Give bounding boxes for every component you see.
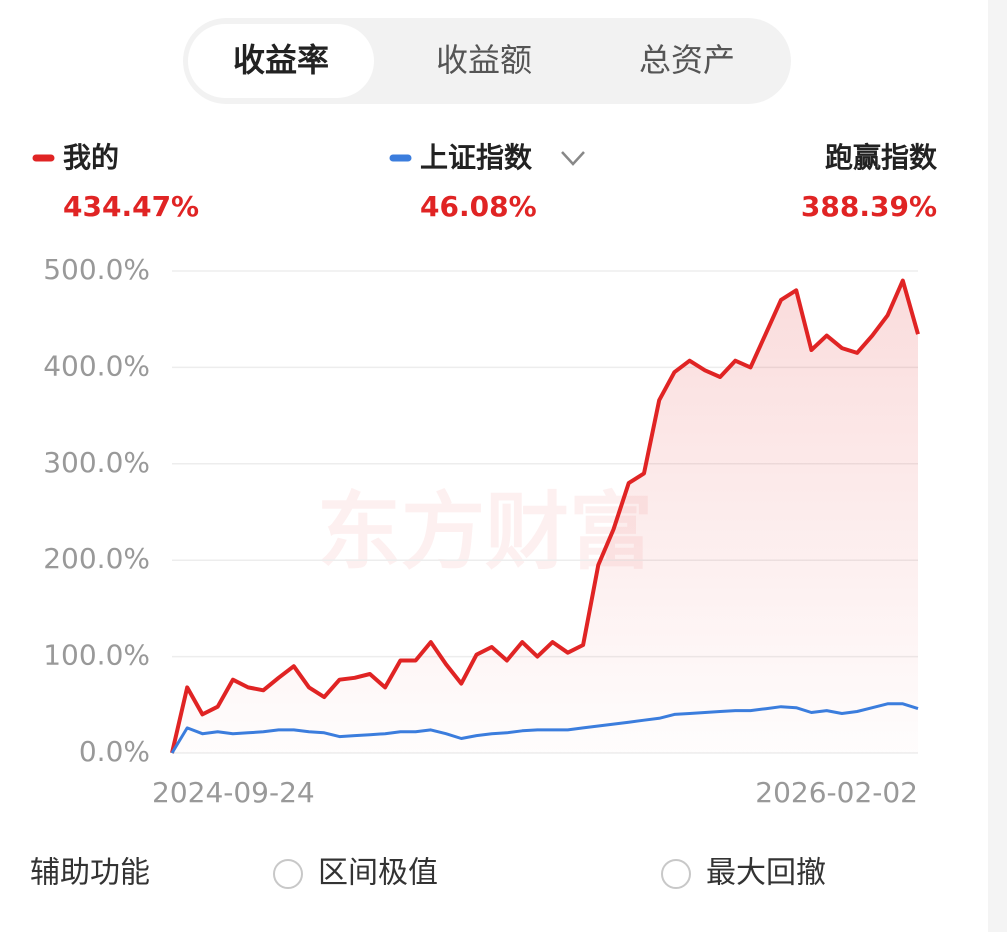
x-tick-label: 2024-09-24 — [152, 776, 315, 809]
y-tick-label: 500.0% — [43, 253, 150, 286]
legend-value: 434.47% — [63, 190, 199, 223]
side-strip — [988, 0, 1007, 932]
legend-name: 我的 — [63, 141, 119, 174]
legend-value: 388.39% — [801, 190, 937, 223]
y-tick-label: 200.0% — [43, 542, 150, 575]
tab[interactable]: 收益率 — [233, 41, 329, 79]
x-tick-label: 2026-02-02 — [755, 776, 918, 809]
legend-value: 46.08% — [420, 190, 537, 223]
y-tick-label: 0.0% — [79, 735, 150, 768]
series-area — [172, 280, 918, 753]
legend-name: 上证指数 — [420, 141, 533, 174]
y-tick-label: 400.0% — [43, 349, 150, 382]
tab[interactable]: 收益额 — [436, 41, 532, 79]
option-label[interactable]: 最大回撤 — [706, 856, 826, 891]
y-tick-label: 300.0% — [43, 446, 150, 479]
series-line — [170, 278, 920, 754]
tab[interactable]: 总资产 — [639, 41, 735, 79]
radio[interactable] — [661, 859, 691, 889]
y-tick-label: 100.0% — [43, 639, 150, 672]
radio[interactable] — [273, 859, 303, 889]
footer-label: 辅助功能 — [30, 856, 150, 891]
legend-name: 跑赢指数 — [825, 141, 938, 174]
option-label[interactable]: 区间极值 — [318, 856, 438, 891]
active-tab-bg — [188, 24, 374, 98]
series-line — [170, 702, 919, 754]
dropdown-chevron[interactable] — [561, 151, 585, 166]
